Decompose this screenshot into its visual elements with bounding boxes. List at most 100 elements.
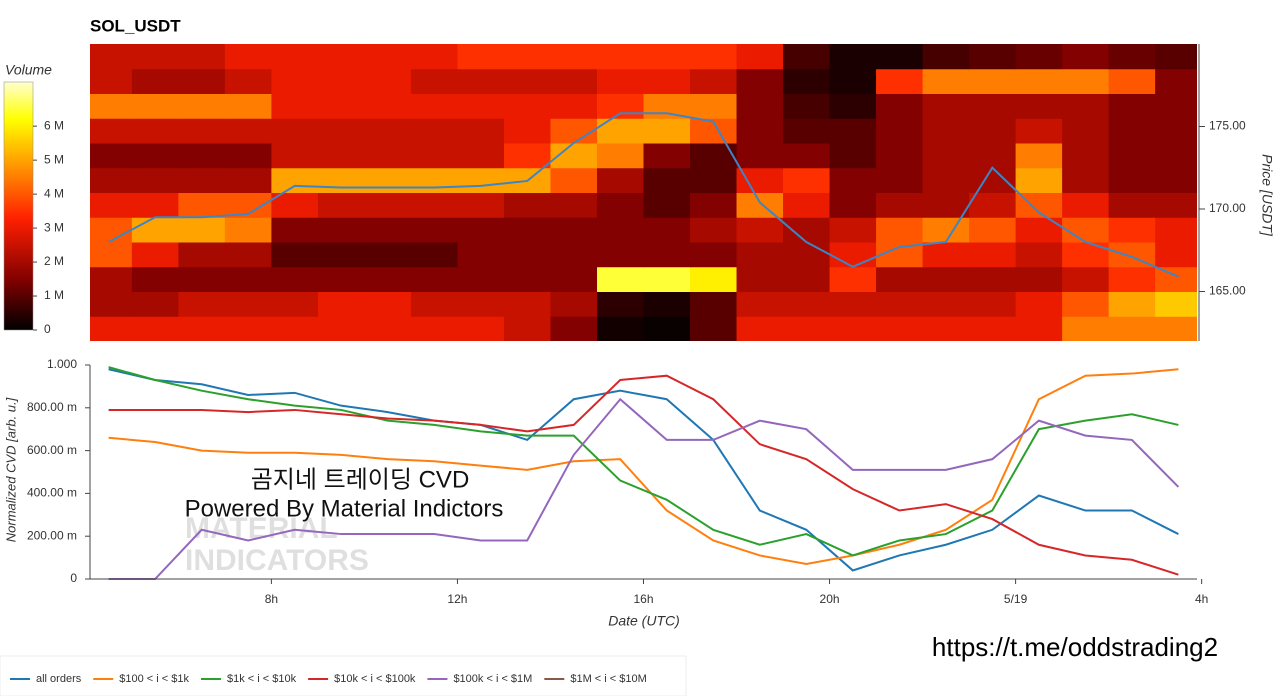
- heat-cell: [224, 44, 272, 70]
- cvd-line: [108, 374, 1179, 576]
- heat-cell: [224, 167, 272, 193]
- heat-cell: [457, 316, 505, 341]
- heat-cell: [364, 192, 412, 218]
- heat-cell: [783, 242, 831, 268]
- heat-cell: [596, 118, 644, 144]
- heat-cell: [317, 316, 365, 341]
- heat-cell: [1155, 316, 1197, 341]
- heat-cell: [550, 192, 598, 218]
- heat-cell: [503, 316, 551, 341]
- heat-cell: [178, 316, 226, 341]
- heat-cell: [876, 93, 924, 119]
- colorbar-tick-label: 2 M: [44, 254, 64, 268]
- heat-cell: [410, 167, 458, 193]
- heat-cell: [736, 242, 784, 268]
- heat-cell: [271, 44, 319, 70]
- heat-cell: [922, 68, 970, 94]
- heat-cell: [410, 118, 458, 144]
- heat-cell: [1108, 93, 1156, 119]
- heat-cell: [90, 291, 133, 317]
- heat-cell: [224, 242, 272, 268]
- heat-cell: [317, 266, 365, 292]
- heat-cell: [271, 291, 319, 317]
- heat-cell: [736, 167, 784, 193]
- heat-cell: [690, 242, 738, 268]
- colorbar-tick-label: 6 M: [44, 118, 64, 132]
- heat-cell: [90, 167, 133, 193]
- heat-cell: [271, 192, 319, 218]
- heat-cell: [876, 143, 924, 169]
- heat-cell: [736, 217, 784, 243]
- heat-cell: [457, 192, 505, 218]
- heat-cell: [969, 44, 1017, 70]
- heat-cell: [1108, 266, 1156, 292]
- heat-cell: [364, 242, 412, 268]
- heat-cell: [457, 217, 505, 243]
- heat-cell: [643, 167, 691, 193]
- colorbar-tick-label: 0: [44, 322, 51, 336]
- heat-cell: [410, 44, 458, 70]
- x-tick-label: 4h: [1195, 592, 1208, 606]
- heat-cell: [922, 167, 970, 193]
- heat-cell: [783, 167, 831, 193]
- heat-cell: [876, 192, 924, 218]
- heat-cell: [1062, 68, 1110, 94]
- heat-cell: [829, 266, 877, 292]
- heat-cell: [922, 217, 970, 243]
- footer-link: https://t.me/oddstrading2: [932, 632, 1218, 662]
- heat-cell: [224, 266, 272, 292]
- heat-cell: [922, 242, 970, 268]
- heat-cell: [224, 217, 272, 243]
- heat-cell: [596, 192, 644, 218]
- heat-cell: [829, 167, 877, 193]
- heat-cell: [224, 143, 272, 169]
- heat-cell: [90, 93, 133, 119]
- heat-cell: [736, 68, 784, 94]
- heat-cell: [503, 93, 551, 119]
- heat-cell: [503, 192, 551, 218]
- heat-cell: [1108, 192, 1156, 218]
- heat-cell: [1062, 217, 1110, 243]
- heat-cell: [410, 93, 458, 119]
- heat-cell: [736, 291, 784, 317]
- heat-cell: [1155, 44, 1197, 70]
- heat-cell: [317, 68, 365, 94]
- heat-cell: [922, 316, 970, 341]
- heat-cell: [457, 93, 505, 119]
- heat-cell: [1155, 242, 1197, 268]
- heat-cell: [690, 192, 738, 218]
- heat-cell: [1108, 316, 1156, 341]
- heat-cell: [1015, 316, 1063, 341]
- heat-cell: [783, 192, 831, 218]
- heat-cell: [643, 44, 691, 70]
- heat-cell: [1108, 217, 1156, 243]
- heat-cell: [178, 266, 226, 292]
- heat-cell: [1155, 266, 1197, 292]
- heat-cell: [783, 93, 831, 119]
- heat-cell: [90, 68, 133, 94]
- x-tick-label: 16h: [633, 592, 653, 606]
- heat-cell: [596, 68, 644, 94]
- heat-cell: [596, 266, 644, 292]
- heat-cell: [410, 192, 458, 218]
- heat-cell: [1062, 316, 1110, 341]
- heat-cell: [1015, 242, 1063, 268]
- y-tick-label: 0: [70, 571, 77, 585]
- heat-cell: [550, 118, 598, 144]
- heat-cell: [224, 68, 272, 94]
- heat-cell: [1155, 192, 1197, 218]
- heat-cell: [783, 143, 831, 169]
- heat-cell: [690, 316, 738, 341]
- heat-cell: [364, 118, 412, 144]
- heat-cell: [178, 68, 226, 94]
- legend-label: all orders: [36, 673, 82, 685]
- y2-tick-label: 170.00: [1209, 201, 1246, 215]
- heat-cell: [1062, 167, 1110, 193]
- heat-cell: [596, 217, 644, 243]
- heat-cell: [410, 291, 458, 317]
- heat-cell: [829, 118, 877, 144]
- heat-cell: [131, 167, 179, 193]
- heat-cell: [783, 266, 831, 292]
- heat-cell: [364, 143, 412, 169]
- heat-cell: [457, 44, 505, 70]
